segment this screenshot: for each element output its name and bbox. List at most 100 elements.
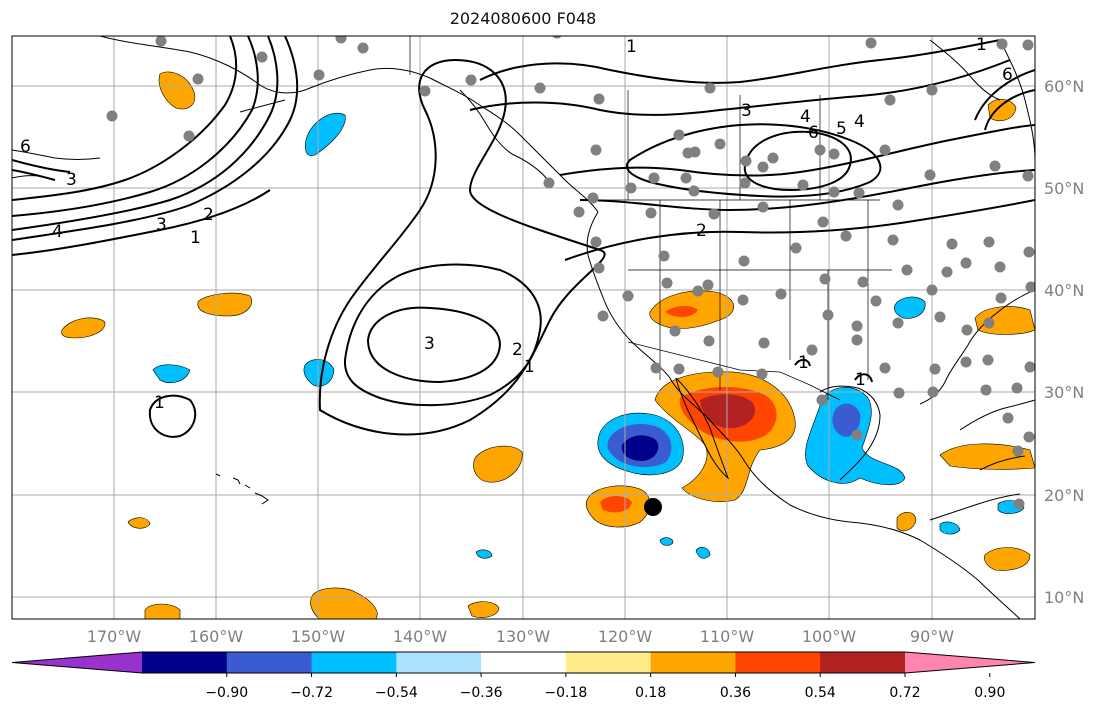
lat-label: 40°N: [1044, 281, 1084, 300]
station-dot: [1024, 361, 1035, 373]
positive-anomaly-cell: [144, 603, 181, 619]
station-dot: [960, 356, 972, 368]
station-dot: [740, 155, 752, 167]
station-dot: [996, 38, 1008, 50]
positive-anomaly-cell: [127, 517, 151, 529]
station-dot: [851, 320, 863, 332]
station-dot: [989, 160, 1001, 172]
station-dot: [756, 368, 768, 380]
station-dot: [1023, 246, 1035, 258]
contour-label: 3: [156, 215, 167, 235]
station-dot: [590, 236, 602, 248]
station-dot: [983, 236, 995, 248]
negative-anomaly-cell: [695, 546, 711, 559]
station-dot: [1011, 382, 1023, 394]
station-dot: [534, 82, 546, 94]
contour-label: 1: [798, 353, 809, 373]
station-dot: [673, 363, 685, 375]
negative-anomaly-cell: [304, 113, 346, 156]
colorbar-tick-label: 0.18: [635, 685, 666, 701]
colorbar-under-arrow: [12, 652, 142, 673]
colorbar-segment: [226, 652, 313, 673]
station-dot: [887, 234, 899, 246]
lon-label: 100°W: [802, 627, 857, 646]
station-dot: [650, 362, 662, 374]
colorbar-tick-label: 0.36: [720, 685, 751, 701]
positive-anomaly-cell: [987, 99, 1017, 121]
contour-label: 2: [203, 205, 214, 225]
station-dot: [1023, 431, 1035, 443]
station-dot: [703, 335, 715, 347]
contour-label: 2: [696, 221, 707, 241]
station-dot: [622, 290, 634, 302]
station-dot: [1022, 170, 1034, 182]
station-dot: [737, 294, 749, 306]
station-dot: [1025, 281, 1035, 293]
colorbar-segment: [311, 652, 397, 673]
station-dot: [758, 337, 770, 349]
station-dot: [851, 429, 863, 441]
colorbar-over-arrow: [905, 652, 1035, 673]
station-dot: [901, 264, 913, 276]
station-dot: [892, 317, 904, 329]
station-dot: [714, 138, 726, 150]
map-frame: [11, 35, 1036, 620]
station-dot: [313, 69, 325, 81]
lon-label: 170°W: [87, 627, 142, 646]
station-dot: [870, 295, 882, 307]
station-dot: [775, 288, 787, 300]
colorbar-segment: [396, 652, 482, 673]
station-dot: [593, 93, 605, 105]
station-dot: [573, 206, 585, 218]
station-dot: [926, 84, 938, 96]
station-dot: [712, 366, 724, 378]
station-dot: [192, 73, 204, 85]
negative-anomaly-core: [832, 403, 861, 437]
station-dot: [982, 354, 994, 366]
negative-anomaly-cell: [939, 521, 961, 535]
colorbar-tick-label: 0.90: [974, 685, 1005, 701]
station-dot: [814, 144, 826, 156]
station-dot: [983, 317, 995, 329]
negative-anomaly-cell: [303, 359, 335, 387]
station-dot: [840, 230, 852, 242]
station-dot: [658, 250, 670, 262]
station-dot: [892, 199, 904, 211]
positive-anomaly-cell: [896, 511, 917, 532]
station-dot: [927, 386, 939, 398]
positive-anomaly-peak: [700, 394, 756, 429]
station-dot: [797, 179, 809, 191]
station-dot: [1013, 498, 1025, 510]
station-dot: [879, 144, 891, 156]
station-dot: [757, 161, 769, 173]
lon-label: 130°W: [496, 627, 551, 646]
contour-label: 1: [154, 393, 165, 413]
station-dot: [757, 201, 769, 213]
station-dot: [357, 42, 369, 54]
contour-label: 3: [424, 334, 435, 354]
positive-anomaly-cell: [158, 71, 196, 110]
positive-anomaly-cell: [310, 587, 378, 619]
contour-label: 1: [190, 228, 201, 248]
station-dot: [879, 362, 891, 374]
station-dot: [865, 37, 877, 49]
anomaly-shading: [61, 71, 1035, 619]
station-dot: [961, 324, 973, 336]
contour-label: 6: [808, 123, 819, 143]
station-dot: [155, 36, 167, 47]
station-dot: [587, 192, 599, 204]
longitude-labels: 170°W 160°W 150°W 140°W 130°W 120°W 110°…: [87, 627, 954, 646]
positive-anomaly-cell: [197, 292, 252, 317]
colorbar-tick-label: 0.72: [889, 685, 920, 701]
station-dot: [552, 36, 562, 39]
station-dot: [680, 172, 692, 184]
colorbar-segment: [820, 652, 906, 673]
station-dot: [857, 276, 869, 288]
positive-anomaly-core: [665, 306, 698, 318]
positive-anomaly-cell: [61, 317, 106, 339]
station-dot: [767, 152, 779, 164]
station-dot: [828, 186, 840, 198]
station-dot: [790, 242, 802, 254]
contour-label: 2: [512, 340, 523, 360]
